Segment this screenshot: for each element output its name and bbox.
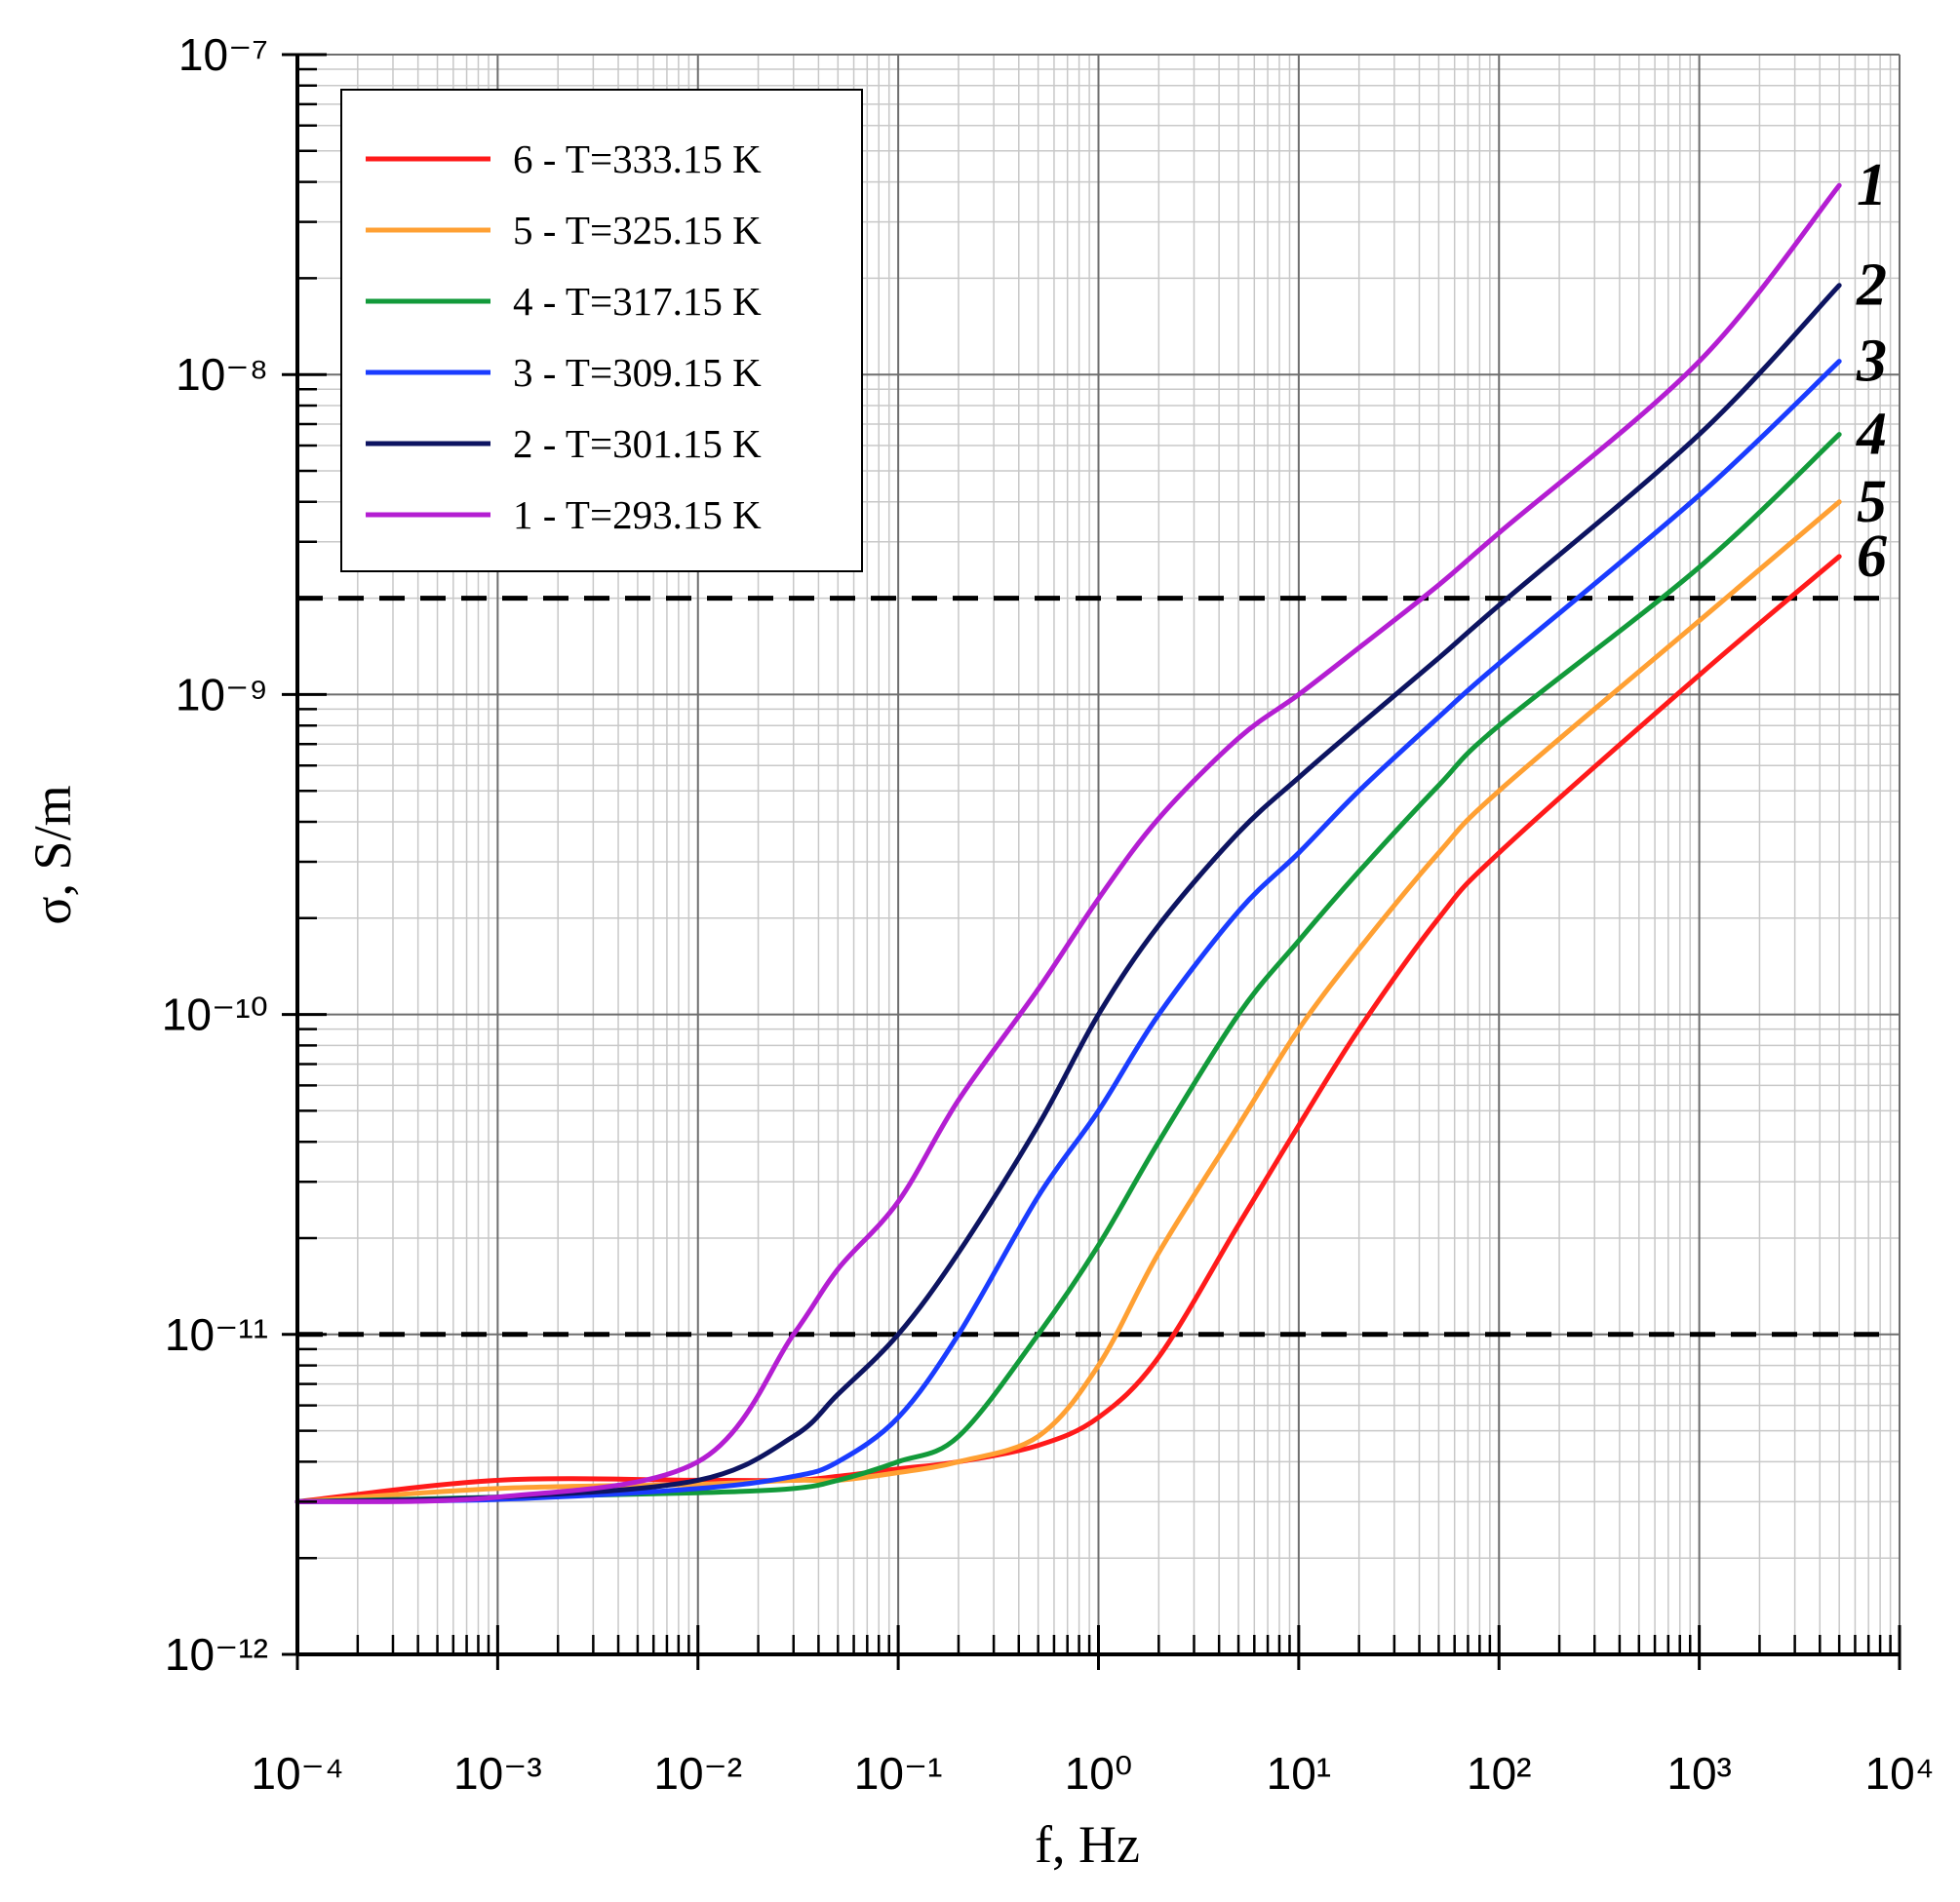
y-tick-label: 10⁻¹¹ bbox=[165, 1309, 268, 1360]
y-tick-label: 10⁻¹² bbox=[165, 1629, 268, 1680]
x-tick-label: 10¹ bbox=[1267, 1748, 1331, 1799]
x-tick-label: 10⁻² bbox=[653, 1748, 742, 1799]
curve-label: 4 bbox=[1856, 402, 1887, 468]
series-line bbox=[294, 499, 1842, 1504]
series-line bbox=[294, 359, 1842, 1504]
axes: 10⁻⁴ 10⁻³ 10⁻² 10⁻¹ 10⁰ 10¹ 10² 10³ 10⁴ 10⁻¹² 10⁻¹… bbox=[162, 29, 1935, 1799]
x-tick-label: 10⁴ bbox=[1865, 1748, 1935, 1799]
y-tick-label: 10⁻⁸ bbox=[176, 349, 268, 400]
legend: 6 - T=333.15 K 5 - T=325.15 K 4 - T=317.15… bbox=[340, 89, 863, 572]
reference-lines bbox=[297, 596, 1890, 1338]
x-tick-label: 10² bbox=[1467, 1748, 1531, 1799]
series-line bbox=[294, 283, 1842, 1504]
y-tick-label: 10⁻⁷ bbox=[178, 29, 268, 80]
x-tick-label: 10⁻⁴ bbox=[251, 1748, 343, 1799]
legend-label: 4 - T=317.15 K bbox=[513, 279, 762, 324]
curve-label: 2 bbox=[1856, 252, 1887, 319]
curve-label: 6 bbox=[1857, 524, 1887, 590]
legend-label: 2 - T=301.15 K bbox=[513, 421, 762, 466]
series-line bbox=[294, 432, 1842, 1504]
curve-label: 5 bbox=[1857, 469, 1887, 535]
x-tick-label: 10⁻³ bbox=[453, 1748, 542, 1799]
y-tick-label: 10⁻¹⁰ bbox=[162, 990, 268, 1040]
x-tick-label: 10⁰ bbox=[1065, 1748, 1133, 1799]
x-axis-title: f, Hz bbox=[1035, 1815, 1140, 1874]
legend-label: 6 - T=333.15 K bbox=[513, 136, 762, 181]
series-line bbox=[294, 182, 1842, 1504]
x-tick-label: 10³ bbox=[1666, 1748, 1731, 1799]
lines: 654 3 2 1 bbox=[294, 152, 1887, 1504]
legend-label: 1 - T=293.15 K bbox=[513, 492, 762, 537]
legend-box bbox=[340, 89, 863, 572]
x-tick-label: 10⁻¹ bbox=[854, 1748, 943, 1799]
curve-label: 1 bbox=[1857, 152, 1887, 218]
legend-label: 5 - T=325.15 K bbox=[513, 208, 762, 252]
curve-label: 3 bbox=[1856, 329, 1887, 395]
legend-label: 3 - T=309.15 K bbox=[513, 350, 762, 395]
y-tick-label: 10⁻⁹ bbox=[176, 669, 268, 719]
y-axis-title: σ, S/m bbox=[23, 785, 82, 924]
